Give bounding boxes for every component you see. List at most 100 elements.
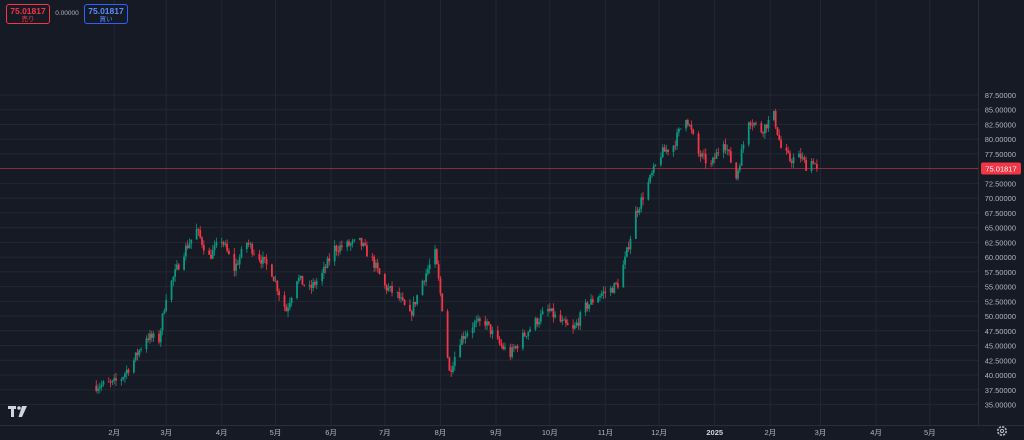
candle-down	[667, 149, 669, 152]
candle-up	[563, 319, 566, 321]
candle-up	[588, 304, 591, 309]
candle-up	[215, 242, 218, 246]
candle-down	[713, 157, 716, 159]
candle-up	[339, 245, 341, 252]
candle-up	[672, 145, 675, 152]
candle-up	[387, 287, 390, 291]
candle-up	[220, 242, 223, 243]
time-tick-label: 6月	[325, 428, 337, 437]
candle-up	[425, 273, 427, 282]
price-tick-label: 42.50000	[985, 356, 1016, 365]
candle-up	[213, 245, 216, 251]
candle-down	[136, 352, 139, 356]
candle-down	[484, 320, 487, 326]
candle-down	[364, 243, 367, 246]
candle-down	[751, 125, 754, 126]
candle-up	[176, 264, 178, 270]
candle-down	[366, 245, 368, 257]
candle-up	[224, 243, 227, 245]
candle-up	[122, 377, 125, 380]
candle-down	[692, 129, 695, 134]
buy-button[interactable]: 75.01817 買い	[84, 4, 128, 24]
candle-down	[348, 241, 350, 246]
candle-down	[735, 162, 738, 179]
candle-up	[722, 144, 725, 153]
price-axis[interactable]: 35.00000 37.50000 40.00000 42.50000 45.00000…	[985, 91, 1016, 410]
candle-up	[326, 258, 329, 268]
candle-up	[111, 380, 114, 383]
candle-up	[140, 349, 142, 351]
candle-up	[113, 378, 116, 381]
price-tick-label: 82.50000	[985, 120, 1016, 129]
candle-down	[462, 336, 465, 339]
candle-up	[170, 280, 173, 300]
sell-button[interactable]: 75.01817 売り	[6, 4, 50, 24]
candle-down	[778, 134, 781, 140]
candle-up	[715, 152, 718, 159]
candle-up	[287, 307, 289, 312]
candlestick-series	[95, 108, 818, 395]
candle-down	[611, 287, 614, 293]
candle-down	[253, 253, 255, 255]
candle-up	[527, 331, 530, 337]
candle-down	[577, 322, 580, 326]
candle-up	[152, 333, 155, 338]
time-tick-label: 3月	[815, 428, 827, 437]
candle-down	[548, 308, 551, 312]
candle-down	[674, 145, 677, 147]
time-axis[interactable]: 2月 3月 4月 5月 6月 7月 8月 9月 10月 11月 12月 2025 2月 3月 4月 5月	[108, 428, 935, 437]
candle-up	[461, 336, 463, 345]
candle-up	[235, 263, 237, 271]
candle-up	[539, 314, 542, 322]
candle-down	[324, 266, 327, 268]
candle-up	[349, 243, 352, 246]
candle-down	[703, 153, 705, 155]
candle-down	[699, 153, 702, 157]
candle-down	[448, 357, 451, 371]
candle-down	[435, 249, 438, 265]
price-tick-label: 87.50000	[985, 91, 1016, 100]
candle-down	[423, 280, 426, 282]
candle-up	[190, 239, 193, 244]
time-tick-label: 2025	[706, 428, 723, 437]
candle-up	[358, 237, 361, 240]
candle-down	[814, 163, 816, 165]
candle-up	[677, 128, 680, 133]
candle-up	[138, 350, 141, 356]
tradingview-logo-icon[interactable]	[8, 406, 28, 418]
time-tick-label: 12月	[651, 428, 667, 437]
candle-up	[504, 347, 506, 349]
candle-up	[649, 175, 652, 183]
candle-down	[201, 237, 203, 245]
candle-up	[333, 245, 336, 262]
time-tick-label: 4月	[870, 428, 882, 437]
candle-up	[726, 149, 729, 151]
candle-down	[690, 124, 693, 130]
candle-down	[498, 338, 501, 344]
candle-up	[772, 110, 775, 120]
candle-down	[642, 197, 644, 200]
candle-down	[236, 263, 239, 265]
price-tick-label: 47.50000	[985, 327, 1016, 336]
last-price-tag	[981, 162, 1021, 175]
candle-down	[790, 161, 793, 164]
candle-down	[762, 132, 765, 134]
candle-down	[765, 124, 768, 129]
candle-up	[638, 208, 641, 213]
candle-up	[742, 144, 745, 150]
candle-down	[478, 318, 481, 321]
candle-up	[613, 282, 616, 293]
candle-up	[459, 344, 462, 357]
candle-down	[109, 382, 112, 383]
candle-up	[651, 172, 653, 176]
candle-down	[186, 245, 189, 249]
candle-down	[410, 311, 413, 316]
candle-up	[471, 327, 474, 334]
gear-icon[interactable]	[995, 424, 1009, 438]
price-tick-label: 37.50000	[985, 386, 1016, 395]
candle-up	[514, 346, 517, 349]
candle-down	[260, 259, 263, 264]
candle-down	[789, 152, 791, 162]
candle-up	[801, 157, 804, 159]
